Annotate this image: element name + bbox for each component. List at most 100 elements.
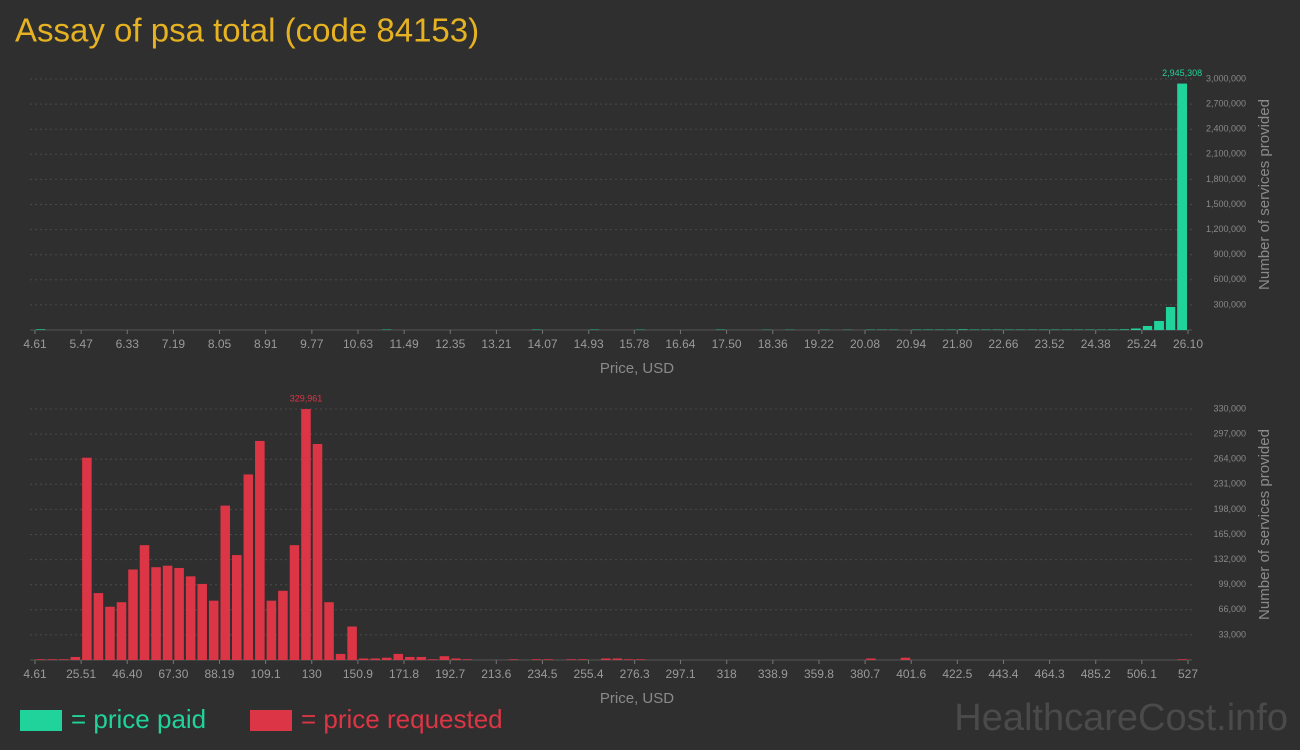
x-tick-label: 338.9 — [758, 667, 788, 681]
x-tick-label: 401.6 — [896, 667, 926, 681]
y-tick-label: 2,400,000 — [1206, 124, 1246, 134]
y-tick-label: 600,000 — [1213, 274, 1246, 284]
x-tick-label: 5.47 — [69, 337, 93, 351]
x-tick-label: 7.19 — [162, 337, 186, 351]
bar — [866, 658, 876, 660]
bar — [428, 659, 438, 660]
bar — [278, 590, 288, 660]
x-tick-label: 359.8 — [804, 667, 834, 681]
x-tick-label: 20.08 — [850, 337, 880, 351]
x-tick-label: 26.10 — [1173, 337, 1203, 351]
x-tick-label: 255.4 — [574, 667, 604, 681]
bar — [128, 569, 138, 660]
legend-swatch — [20, 710, 62, 731]
y-tick-label: 33,000 — [1218, 629, 1246, 639]
x-tick-label: 4.61 — [23, 667, 47, 681]
y-tick-label: 165,000 — [1213, 529, 1246, 539]
bar — [1177, 659, 1187, 660]
x-tick-label: 464.3 — [1035, 667, 1065, 681]
bar — [451, 658, 461, 660]
x-tick-label: 213.6 — [481, 667, 511, 681]
y-tick-label: 231,000 — [1213, 479, 1246, 489]
y-tick-label: 3,000,000 — [1206, 73, 1246, 83]
x-tick-label: 109.1 — [251, 667, 281, 681]
bar — [36, 659, 46, 660]
bar — [958, 329, 968, 330]
y-axis-title: Number of services provided — [1256, 99, 1273, 290]
bar — [231, 555, 242, 660]
y-tick-label: 2,700,000 — [1206, 98, 1246, 108]
bar — [174, 567, 184, 660]
x-tick-label: 21.80 — [942, 337, 972, 351]
bar — [416, 656, 427, 660]
bar — [381, 657, 392, 660]
bar — [185, 576, 196, 660]
x-tick-label: 443.4 — [988, 667, 1018, 681]
y-tick-label: 1,500,000 — [1206, 199, 1246, 209]
bar — [1154, 320, 1164, 330]
x-tick-label: 20.94 — [896, 337, 926, 351]
bar — [1177, 83, 1187, 330]
x-tick-label: 25.51 — [66, 667, 96, 681]
y-tick-label: 297,000 — [1213, 428, 1246, 438]
bar — [439, 656, 450, 660]
y-tick-label: 1,200,000 — [1206, 224, 1246, 234]
bar — [612, 658, 623, 660]
bar — [243, 474, 254, 660]
bar — [543, 659, 553, 660]
x-tick-label: 19.22 — [804, 337, 834, 351]
bar — [370, 658, 380, 660]
bar — [566, 659, 576, 660]
bar — [197, 583, 207, 660]
bar — [462, 659, 473, 660]
bar — [312, 443, 323, 660]
x-tick-label: 13.21 — [481, 337, 511, 351]
bar — [358, 658, 369, 660]
x-tick-label: 485.2 — [1081, 667, 1111, 681]
watermark: HealthcareCost.info — [954, 697, 1288, 739]
x-tick-label: 14.93 — [574, 337, 604, 351]
x-tick-label: 171.8 — [389, 667, 419, 681]
y-tick-label: 132,000 — [1213, 554, 1246, 564]
bar — [1119, 329, 1130, 330]
bar — [1107, 329, 1118, 330]
x-tick-label: 46.40 — [112, 667, 142, 681]
x-tick-label: 130 — [302, 667, 322, 681]
legend-label: = price requested — [301, 704, 503, 734]
x-tick-label: 67.30 — [158, 667, 188, 681]
x-tick-label: 506.1 — [1127, 667, 1157, 681]
x-tick-label: 527 — [1178, 667, 1198, 681]
y-tick-label: 330,000 — [1213, 403, 1246, 413]
bar — [635, 659, 646, 660]
bar — [1165, 306, 1176, 330]
bar — [105, 606, 115, 660]
x-tick-label: 8.05 — [208, 337, 232, 351]
y-tick-label: 198,000 — [1213, 504, 1246, 514]
x-tick-label: 318 — [717, 667, 737, 681]
y-tick-label: 900,000 — [1213, 249, 1246, 259]
bar — [335, 653, 346, 660]
x-axis-title: Price, USD — [600, 360, 674, 377]
x-tick-label: 422.5 — [942, 667, 972, 681]
bar — [324, 602, 334, 660]
x-tick-label: 9.77 — [300, 337, 324, 351]
y-tick-label: 2,100,000 — [1206, 149, 1246, 159]
bar — [93, 593, 104, 660]
bar — [116, 602, 127, 660]
bar — [601, 658, 611, 660]
bar — [162, 565, 173, 660]
x-tick-label: 8.91 — [254, 337, 278, 351]
x-tick-label: 276.3 — [620, 667, 650, 681]
bar — [255, 440, 265, 660]
x-tick-label: 18.36 — [758, 337, 788, 351]
x-tick-label: 297.1 — [666, 667, 696, 681]
bar — [82, 457, 92, 660]
x-tick-label: 234.5 — [527, 667, 557, 681]
x-tick-label: 380.7 — [850, 667, 880, 681]
bar — [405, 656, 415, 660]
y-tick-label: 99,000 — [1218, 579, 1246, 589]
bar — [70, 656, 81, 660]
x-tick-label: 24.38 — [1081, 337, 1111, 351]
value-label: 2,945,308 — [1162, 68, 1202, 78]
